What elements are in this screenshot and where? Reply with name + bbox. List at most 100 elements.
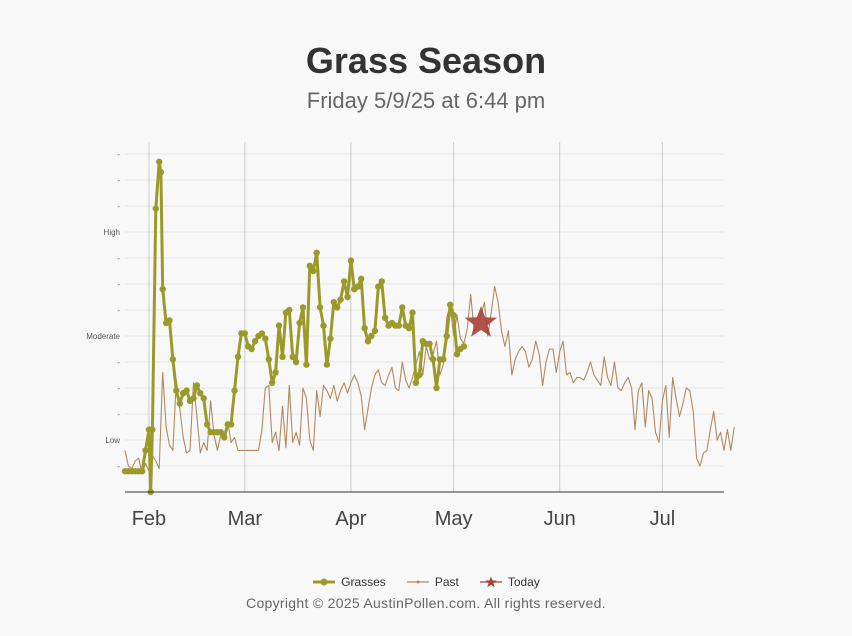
- grasses-point: [152, 205, 159, 212]
- grasses-point: [190, 395, 197, 402]
- legend-label-today: Today: [507, 575, 540, 589]
- grasses-point: [327, 335, 334, 342]
- grasses-point: [159, 286, 166, 293]
- grasses-point: [405, 325, 413, 332]
- grasses-point: [460, 343, 468, 350]
- x-tick-label: Feb: [132, 508, 166, 530]
- grasses-point: [241, 330, 248, 337]
- grasses-point: [320, 322, 327, 329]
- past-legend-icon: [406, 580, 429, 584]
- grasses-point: [361, 325, 368, 332]
- grasses-point: [409, 309, 416, 316]
- grasses-point: [248, 345, 255, 353]
- y-tick-label: -: [117, 280, 120, 289]
- copyright-notice: Copyright © 2025 AustinPollen.com. All r…: [246, 595, 606, 611]
- grasses-point: [433, 384, 440, 392]
- grasses-series-line: [125, 160, 465, 494]
- grasses-point: [303, 361, 310, 368]
- grasses-point: [279, 353, 286, 360]
- grasses-point: [251, 338, 259, 345]
- grasses-point: [416, 371, 423, 379]
- today-star-marker: [464, 306, 498, 337]
- y-tick-label: -: [117, 176, 120, 185]
- month-lines: [148, 142, 663, 492]
- grasses-point: [440, 356, 447, 363]
- grasses-point: [412, 379, 420, 386]
- grasses-point: [337, 296, 344, 303]
- grasses-point: [176, 400, 183, 407]
- grasses-point: [286, 306, 293, 314]
- grasses-point: [269, 379, 276, 386]
- grasses-point: [296, 319, 303, 327]
- y-tick-label: Moderate: [86, 332, 120, 341]
- grasses-point: [234, 353, 242, 360]
- grid-layer: [125, 153, 724, 467]
- grasses-point: [265, 356, 272, 363]
- grasses-point: [313, 249, 320, 256]
- grasses-point: [183, 387, 190, 394]
- x-tick-label: Apr: [335, 508, 366, 530]
- y-tick-label: -: [117, 306, 120, 315]
- legend: Grasses Past Today: [0, 575, 852, 589]
- grasses-legend-icon: [313, 578, 336, 586]
- chart-subtitle: Friday 5/9/25 at 6:44 pm: [306, 88, 546, 113]
- grasses-point: [347, 257, 355, 264]
- grasses-point: [334, 304, 341, 311]
- y-tick-label: -: [117, 462, 120, 471]
- grasses-point: [395, 322, 402, 329]
- x-tick-label: Mar: [228, 508, 263, 530]
- grasses-point: [354, 283, 361, 290]
- x-tick-label: May: [435, 508, 473, 530]
- y-tick-label: -: [117, 150, 120, 159]
- grasses-point: [299, 304, 307, 311]
- grasses-point: [330, 299, 337, 306]
- grasses-point: [221, 434, 228, 441]
- grasses-point: [399, 304, 406, 311]
- grasses-point: [156, 158, 163, 165]
- grasses-point: [197, 390, 204, 397]
- y-tick-label: -: [117, 202, 120, 211]
- grasses-point: [292, 358, 300, 366]
- grasses-point: [310, 267, 317, 275]
- past-series-line: [124, 286, 735, 475]
- y-tick-label: -: [117, 254, 120, 263]
- grasses-point: [138, 468, 146, 475]
- grasses-point: [323, 361, 331, 368]
- grasses-point: [262, 335, 269, 342]
- grasses-point: [358, 275, 365, 282]
- y-tick-label: -: [117, 410, 120, 419]
- grasses-point: [371, 327, 379, 334]
- grasses-point: [149, 426, 156, 433]
- grasses-point: [447, 301, 454, 308]
- grasses-point: [340, 278, 348, 285]
- grasses-point: [443, 332, 450, 340]
- y-tick-label: High: [104, 228, 120, 237]
- grasses-point: [166, 317, 173, 324]
- grasses-point: [142, 447, 149, 454]
- grasses-point: [227, 421, 235, 428]
- grasses-point: [217, 429, 224, 436]
- grasses-point: [275, 322, 283, 329]
- y-tick-label: -: [117, 384, 120, 393]
- legend-item-grasses[interactable]: Grasses: [312, 575, 386, 589]
- grasses-point: [381, 314, 389, 321]
- grasses-point: [429, 356, 437, 363]
- series-layer: [121, 158, 735, 496]
- grasses-point: [306, 262, 313, 269]
- legend-item-today[interactable]: Today: [479, 575, 540, 589]
- grasses-point: [368, 332, 375, 340]
- grasses-point: [173, 387, 180, 394]
- grasses-point: [231, 387, 238, 394]
- grasses-point: [344, 293, 351, 301]
- grasses-point: [203, 421, 211, 428]
- grasses-point: [157, 169, 165, 176]
- legend-item-past[interactable]: Past: [406, 575, 459, 589]
- grasses-point: [289, 353, 296, 360]
- grasses-point: [378, 278, 385, 285]
- today-legend-icon: [479, 576, 502, 588]
- y-tick-label: -: [117, 358, 120, 367]
- grasses-point: [193, 382, 201, 389]
- grasses-point: [200, 395, 207, 402]
- y-tick-label: Low: [105, 436, 120, 445]
